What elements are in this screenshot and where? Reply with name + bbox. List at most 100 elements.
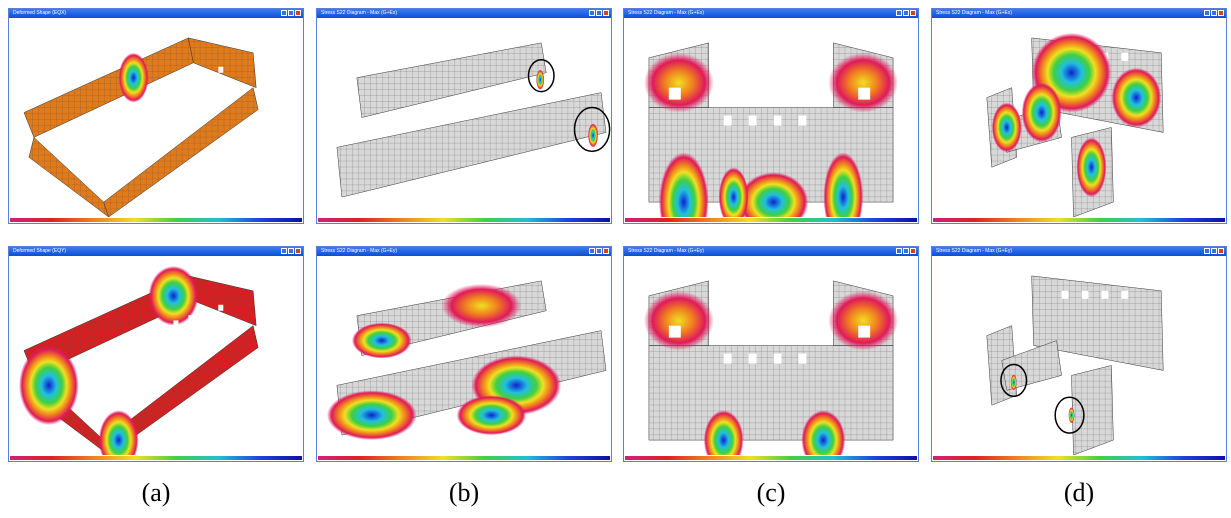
window-button: [288, 10, 294, 16]
viewport: [932, 256, 1226, 455]
mesh: [357, 43, 546, 118]
window-button: [596, 248, 602, 254]
opening: [218, 67, 223, 73]
model-view: [9, 18, 303, 217]
opening: [158, 326, 163, 332]
app-window: Deformed Shape (EQX): [8, 8, 304, 224]
app-window: Stress S22 Diagram - Max (G+Ey): [931, 246, 1227, 462]
stress-blob: [536, 70, 544, 90]
color-scale: [10, 456, 302, 460]
stress-blob: [442, 284, 522, 328]
window-button: [281, 248, 287, 254]
stress-blob: [119, 53, 149, 103]
window-title: Stress S22 Diagram - Max (G+Ex): [628, 10, 704, 16]
opening: [481, 99, 487, 106]
opening: [858, 326, 870, 338]
page: Deformed Shape (EQX) Stress S22 Diagram -…: [0, 0, 1231, 518]
color-scale: [933, 218, 1225, 222]
window-button: [596, 10, 602, 16]
window-button: [295, 10, 301, 16]
title-bar: Stress S22 Diagram - Max (G+Ey): [932, 247, 1226, 256]
window-button: [1211, 10, 1217, 16]
opening: [457, 342, 463, 349]
mesh: [29, 137, 109, 217]
title-bar: Deformed Shape (EQX): [9, 9, 303, 18]
window-button: [903, 10, 909, 16]
opening: [669, 88, 681, 100]
window-button: [589, 10, 595, 16]
app-window: Stress S22 Diagram - Max (G+Ex): [931, 8, 1227, 224]
opening: [578, 317, 584, 324]
window-button: [903, 248, 909, 254]
stress-blob: [99, 410, 139, 455]
opening: [773, 354, 781, 364]
window-button: [1218, 248, 1224, 254]
opening: [724, 354, 732, 364]
title-bar: Stress S22 Diagram - Max (G+Ex): [624, 9, 918, 18]
opening: [749, 116, 757, 126]
window-title: Stress S22 Diagram - Max (G+Ey): [936, 248, 1012, 254]
opening: [773, 116, 781, 126]
opening: [158, 88, 163, 94]
mesh: [188, 38, 256, 88]
opening: [506, 94, 512, 101]
stress-blob: [19, 346, 79, 426]
window-title: Stress S22 Diagram - Max (G+Ey): [628, 248, 704, 254]
caption: (b): [449, 478, 479, 508]
viewport: [624, 256, 918, 455]
model-view: [317, 256, 611, 455]
window-title: Stress S22 Diagram - Max (G+Ex): [321, 10, 397, 16]
model-view: [624, 256, 918, 455]
opening: [1062, 291, 1069, 299]
caption: (d): [1064, 478, 1094, 508]
mesh: [1072, 365, 1114, 455]
opening: [188, 315, 193, 321]
viewport: [317, 256, 611, 455]
opening: [669, 326, 681, 338]
color-scale: [318, 456, 610, 460]
opening: [481, 337, 487, 344]
opening: [556, 84, 562, 91]
stress-blob: [1011, 374, 1017, 390]
window-button: [910, 248, 916, 254]
opening: [173, 320, 178, 326]
window-button: [1218, 10, 1224, 16]
app-window: Deformed Shape (EQY): [8, 246, 304, 462]
window-title: Deformed Shape (EQY): [13, 248, 66, 254]
color-scale: [625, 218, 917, 222]
opening: [457, 104, 463, 111]
window-title: Stress S22 Diagram - Max (G+Ey): [321, 248, 397, 254]
opening: [798, 116, 806, 126]
window-button: [288, 248, 294, 254]
window-title: Stress S22 Diagram - Max (G+Ex): [936, 10, 1012, 16]
opening: [173, 82, 178, 88]
stress-blob: [352, 323, 412, 359]
title-bar: Stress S22 Diagram - Max (G+Ey): [624, 247, 918, 256]
stress-blob: [1111, 68, 1161, 128]
opening: [203, 310, 208, 316]
opening: [724, 116, 732, 126]
window-button: [910, 10, 916, 16]
opening: [1121, 291, 1128, 299]
stress-blob: [644, 291, 714, 351]
title-bar: Stress S22 Diagram - Max (G+Ex): [932, 9, 1226, 18]
model-view: [624, 18, 918, 217]
app-window: Stress S22 Diagram - Max (G+Ey): [623, 246, 919, 462]
caption: (c): [757, 478, 786, 508]
color-scale: [318, 218, 610, 222]
viewport: [932, 18, 1226, 217]
window-button: [589, 248, 595, 254]
window-button: [603, 10, 609, 16]
window-button: [1211, 248, 1217, 254]
app-window: Stress S22 Diagram - Max (G+Ex): [316, 8, 612, 224]
opening: [1081, 291, 1088, 299]
caption: (a): [142, 478, 171, 508]
opening: [749, 354, 757, 364]
opening: [556, 322, 562, 329]
opening: [203, 72, 208, 78]
opening: [578, 79, 584, 86]
title-bar: Deformed Shape (EQY): [9, 247, 303, 256]
color-scale: [625, 456, 917, 460]
viewport: [9, 18, 303, 217]
window-button: [603, 248, 609, 254]
